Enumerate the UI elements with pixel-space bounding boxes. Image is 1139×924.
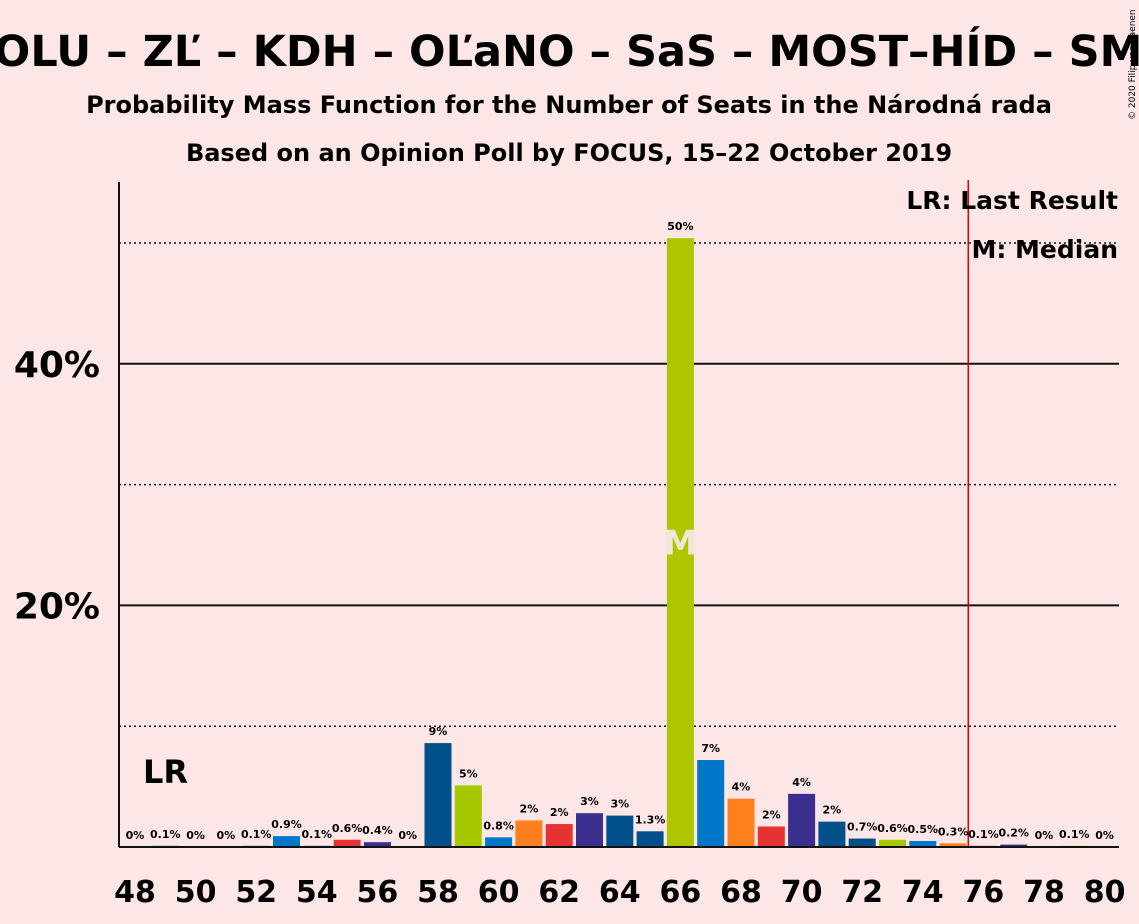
bar-59 [454,785,482,847]
data-label-75: 0.3% [938,825,969,838]
median-marker: M [663,524,697,564]
bar-75 [939,843,967,847]
x-tick-label: 50 [175,875,217,910]
data-label-70: 4% [792,776,811,789]
x-tick-label: 74 [902,875,944,910]
bar-64 [606,815,634,847]
data-label-59: 5% [459,767,478,780]
legend-median: M: Median [971,235,1118,264]
copyright-note: © 2020 Filip van Laenen [1128,9,1138,120]
data-label-76: 0.1% [968,828,999,841]
data-labels: 0% 0.1% 0% 0% 0.1%0.9%0.1% 0.6% 0.4% 0%9%5%0.8%… [126,220,1114,842]
data-label-79: 0.1% [1059,828,1090,841]
x-tick-label: 80 [1084,875,1126,910]
data-label-66: 50% [667,220,693,233]
bar-73 [879,839,906,847]
data-label-69: 2% [762,808,781,821]
chart-title: POLU – ZĽ – KDH – OĽaNO – SaS – MOST–HÍD… [0,26,1139,77]
data-label-72: 0.7% [847,821,878,834]
x-tick-label: 76 [963,875,1005,910]
y-tick-label: 20% [14,586,100,627]
data-label-62: 2% [550,806,569,819]
bar-60 [485,837,513,847]
data-label-73: 0.6% [877,822,908,835]
x-tick-label: 64 [599,875,641,910]
bar-61 [515,820,543,847]
data-label-54: 0.1% [302,828,333,841]
data-label-52: 0.1% [241,828,272,841]
chart-subtitle-poll: Based on an Opinion Poll by FOCUS, 15–22… [186,139,952,167]
data-label-74: 0.5% [908,823,939,836]
bar-72 [848,838,876,847]
data-label-65: 1.3% [635,813,666,826]
bar-62 [545,824,573,847]
data-label-57: 0% [398,829,417,842]
data-label-80: 0% [1095,829,1114,842]
data-label-71: 2% [823,804,842,817]
axes: 20% 40% 48 50 52 54 56 58 60 62 64 66 68 70 72 74 76 78 80 [14,182,1126,910]
bar-53 [273,836,300,847]
bar-55 [333,839,361,847]
x-tick-label: 48 [114,875,156,910]
bar-65 [636,831,664,847]
x-tick-label: 62 [538,875,580,910]
x-tick-label: 68 [720,875,762,910]
data-label-63: 3% [580,795,599,808]
data-label-50: 0% [186,829,205,842]
data-label-53: 0.9% [271,818,302,831]
data-label-77: 0.2% [998,827,1029,840]
data-label-60: 0.8% [483,819,514,832]
bar-69 [757,826,785,847]
x-tick-label: 58 [417,875,459,910]
x-tick-label: 66 [660,875,702,910]
bar-74 [909,840,937,847]
bars [151,238,1088,848]
x-tick-label: 70 [781,875,823,910]
chart-subtitle: Probability Mass Function for the Number… [86,91,1052,119]
x-tick-label: 52 [235,875,277,910]
y-tick-label: 40% [14,345,100,386]
data-label-68: 4% [732,781,751,794]
last-result-marker-label: LR [143,753,188,791]
data-label-58: 9% [429,725,448,738]
bar-58 [424,743,452,847]
data-label-78: 0% [1035,829,1054,842]
legend-last-result: LR: Last Result [906,186,1118,215]
data-label-56: 0.4% [362,824,393,837]
x-tick-label: 54 [296,875,338,910]
bar-63 [576,813,603,847]
data-label-61: 2% [520,802,539,815]
bar-67 [697,760,725,847]
bar-68 [727,798,755,847]
x-tick-label: 60 [478,875,520,910]
x-tick-label: 72 [841,875,883,910]
x-tick-label: 78 [1023,875,1065,910]
data-label-49: 0.1% [150,828,181,841]
data-label-48: 0% [126,829,145,842]
bar-71 [818,821,846,847]
bar-56 [363,842,391,847]
data-label-55: 0.6% [332,822,363,835]
bar-77 [1000,844,1028,847]
gridlines [119,180,1119,847]
data-label-51: 0% [217,829,236,842]
bar-70 [788,793,816,847]
x-tick-label: 56 [357,875,399,910]
bar-66 [666,238,694,848]
data-label-67: 7% [701,742,720,755]
data-label-64: 3% [610,798,629,811]
